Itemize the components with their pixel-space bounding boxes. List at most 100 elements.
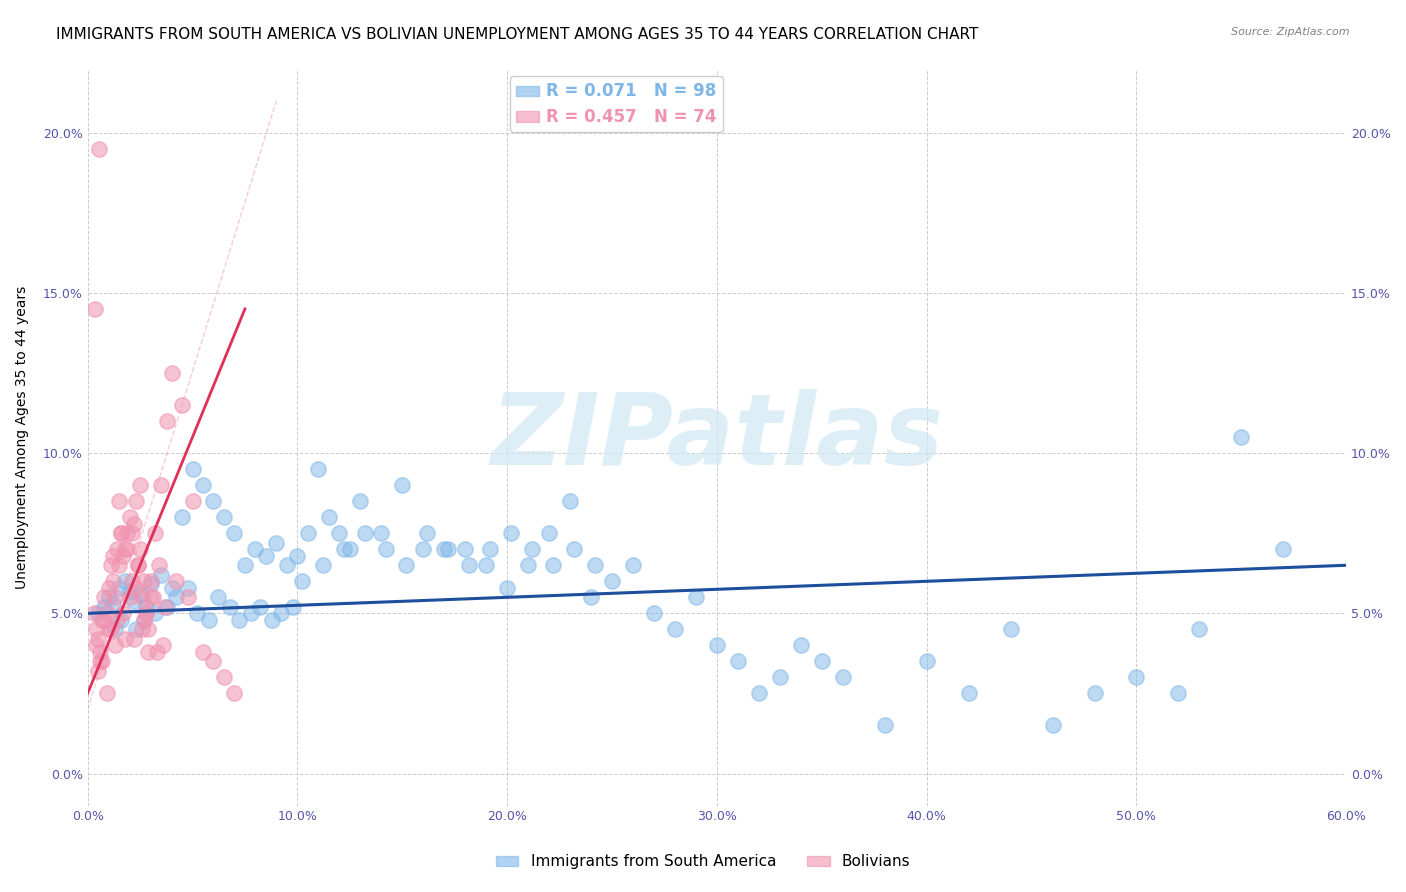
Point (370, 526, 392, 541)
Point (170, 510, 193, 524)
Point (134, 613, 156, 627)
Point (558, 494, 581, 508)
Point (224, 686, 246, 700)
Point (458, 558, 481, 573)
Point (108, 581, 131, 595)
Point (87, 664, 110, 678)
Point (332, 542, 354, 557)
Point (138, 645, 160, 659)
Point (101, 549, 124, 563)
Point (181, 462, 204, 476)
Point (283, 599, 305, 614)
Point (118, 583, 141, 598)
Point (191, 478, 214, 492)
Point (89, 142, 111, 156)
Point (110, 526, 132, 541)
Point (538, 526, 561, 541)
Point (349, 494, 371, 508)
Point (562, 542, 585, 557)
Point (748, 686, 770, 700)
Point (105, 613, 128, 627)
Point (318, 510, 340, 524)
Point (1188, 623, 1211, 637)
Point (156, 414, 179, 428)
Point (122, 593, 145, 607)
Point (146, 645, 169, 659)
Point (108, 494, 131, 508)
Point (412, 542, 434, 557)
Point (100, 558, 122, 573)
Point (125, 623, 148, 637)
Point (212, 670, 235, 684)
Point (583, 558, 606, 573)
Point (233, 558, 256, 573)
Point (143, 607, 166, 621)
Point (112, 607, 135, 621)
Point (1000, 623, 1022, 637)
Point (104, 639, 127, 653)
Point (104, 591, 127, 605)
Point (501, 526, 523, 541)
Point (454, 542, 477, 557)
Point (93, 599, 115, 614)
Point (156, 599, 179, 614)
Point (117, 542, 139, 557)
Point (262, 613, 284, 627)
Point (118, 591, 141, 605)
Point (117, 526, 139, 541)
Point (87, 632, 110, 646)
Point (112, 549, 135, 563)
Point (374, 542, 396, 557)
Point (181, 494, 204, 508)
Point (287, 549, 309, 563)
Point (135, 607, 157, 621)
Point (91, 613, 114, 627)
Point (89, 645, 111, 659)
Point (395, 558, 418, 573)
Text: IMMIGRANTS FROM SOUTH AMERICA VS BOLIVIAN UNEMPLOYMENT AMONG AGES 35 TO 44 YEARS: IMMIGRANTS FROM SOUTH AMERICA VS BOLIVIA… (56, 27, 979, 42)
Point (219, 599, 242, 614)
Point (177, 581, 200, 595)
Point (96, 607, 118, 621)
Point (240, 607, 263, 621)
Point (276, 558, 298, 573)
Point (1042, 718, 1064, 732)
Point (97, 581, 120, 595)
Point (706, 639, 728, 653)
Point (170, 398, 193, 412)
Point (97, 623, 120, 637)
Point (270, 607, 292, 621)
Point (643, 607, 665, 621)
Point (769, 670, 792, 684)
Point (664, 623, 686, 637)
Point (517, 558, 540, 573)
Point (97, 591, 120, 605)
Point (212, 510, 235, 524)
Point (224, 526, 246, 541)
Point (131, 591, 153, 605)
Point (254, 549, 277, 563)
Point (297, 526, 319, 541)
Point (152, 639, 174, 653)
Point (121, 574, 143, 589)
Point (165, 591, 187, 605)
Point (160, 366, 183, 380)
Point (104, 623, 127, 637)
Point (135, 599, 157, 614)
Point (100, 623, 122, 637)
Y-axis label: Unemployment Among Ages 35 to 44 years: Unemployment Among Ages 35 to 44 years (15, 285, 30, 589)
Point (228, 613, 250, 627)
Point (96, 686, 118, 700)
Point (475, 558, 498, 573)
Point (101, 574, 124, 589)
Point (245, 542, 267, 557)
Text: Source: ZipAtlas.com: Source: ZipAtlas.com (1232, 27, 1350, 37)
Point (328, 526, 350, 541)
Point (142, 591, 165, 605)
Point (93, 591, 115, 605)
Point (122, 516, 145, 531)
Point (249, 599, 271, 614)
Point (127, 558, 149, 573)
Point (307, 462, 329, 476)
Point (108, 558, 131, 573)
